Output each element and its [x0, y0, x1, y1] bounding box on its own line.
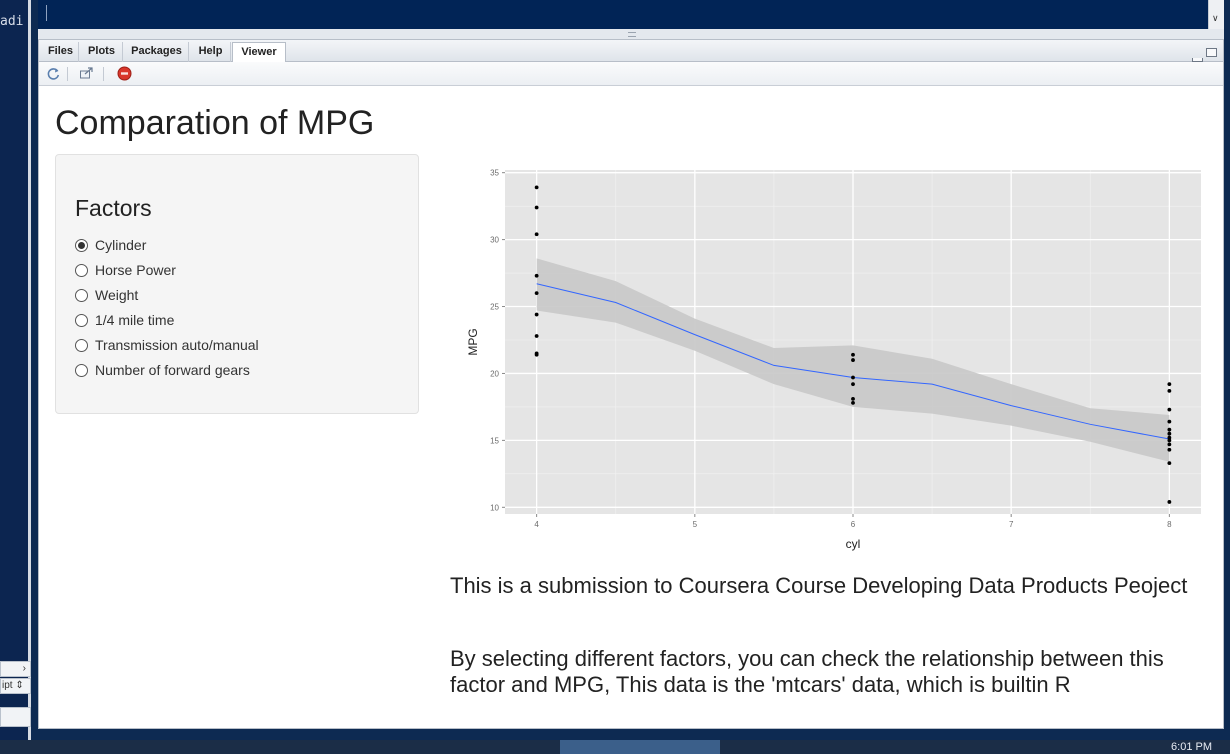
- pane-gutter: [28, 0, 31, 740]
- script-type-label: ipt: [2, 680, 13, 691]
- shiny-app: Comparation of MPG Factors Cylinder Hors…: [40, 86, 1222, 728]
- refresh-icon[interactable]: [46, 66, 61, 81]
- code-fragment: adi: [0, 14, 24, 29]
- radio-label: Horse Power: [95, 262, 176, 278]
- data-point: [1167, 461, 1172, 466]
- scroll-right-icon[interactable]: ›: [0, 661, 31, 677]
- y-tick-label: 10: [490, 503, 499, 512]
- maximize-icon[interactable]: [1206, 48, 1217, 57]
- data-point: [1167, 447, 1172, 452]
- radio-button[interactable]: [75, 289, 88, 302]
- x-axis-label: cyl: [846, 537, 861, 551]
- data-point: [534, 291, 539, 296]
- splitter-grip[interactable]: [628, 32, 636, 37]
- y-tick-label: 35: [490, 169, 499, 178]
- tab-plots[interactable]: Plots: [81, 42, 123, 62]
- data-point: [1167, 419, 1172, 424]
- data-point: [851, 396, 855, 401]
- tab-packages[interactable]: Packages: [125, 42, 189, 62]
- data-point: [1167, 442, 1172, 447]
- data-point: [851, 382, 855, 387]
- data-point: [1167, 382, 1172, 387]
- window-controls: [1189, 44, 1217, 62]
- windows-taskbar: 6:01 PM: [0, 740, 1230, 754]
- data-point: [534, 352, 539, 357]
- console-side-strip: adi: [0, 0, 31, 740]
- data-point: [534, 273, 539, 278]
- toolbar-separator: [67, 67, 68, 81]
- data-point: [1167, 435, 1172, 440]
- x-tick-label: 5: [693, 520, 698, 529]
- x-tick-label: 4: [534, 520, 539, 529]
- tab-files[interactable]: Files: [43, 42, 79, 62]
- mpg-plot: 4 5 6 7 8 10 15 20 25 30 35 cyl MPG: [466, 169, 1201, 551]
- pane-splitter[interactable]: [38, 29, 1224, 39]
- stop-icon[interactable]: [117, 66, 132, 81]
- y-axis-label: MPG: [466, 328, 480, 355]
- x-tick-label: 6: [851, 520, 856, 529]
- x-tick-label: 7: [1009, 520, 1014, 529]
- script-type-select[interactable]: ipt ⇕: [0, 678, 31, 694]
- data-point: [534, 205, 539, 210]
- radio-button[interactable]: [75, 264, 88, 277]
- factors-heading: Factors: [75, 195, 152, 221]
- chevron-down-icon[interactable]: ∨: [1212, 13, 1219, 23]
- radio-label: 1/4 mile time: [95, 312, 175, 328]
- popout-icon[interactable]: [79, 66, 94, 81]
- taskbar-clock: 6:01 PM: [1171, 741, 1212, 753]
- sidebar-panel: Factors Cylinder Horse Power Weight 1/4 …: [55, 154, 419, 414]
- data-point: [534, 232, 539, 237]
- pane-tabbar: Files Plots Packages Help Viewer: [39, 40, 1223, 63]
- data-point: [534, 312, 539, 317]
- toolbar-separator: [103, 67, 104, 81]
- data-point: [1167, 407, 1172, 412]
- radio-button[interactable]: [75, 364, 88, 377]
- y-tick-label: 15: [490, 436, 499, 445]
- description-paragraph: This is a submission to Coursera Course …: [450, 573, 1188, 598]
- y-tick-label: 20: [490, 369, 499, 378]
- data-point: [1167, 427, 1172, 432]
- taskbar-item-active[interactable]: [560, 740, 720, 754]
- x-tick-label: 8: [1167, 520, 1172, 529]
- data-point: [1167, 500, 1172, 504]
- data-point: [851, 352, 855, 357]
- radio-label: Cylinder: [95, 237, 147, 253]
- data-point: [1167, 388, 1172, 393]
- radio-label: Transmission auto/manual: [95, 337, 259, 353]
- data-point: [851, 401, 855, 405]
- data-points: [534, 185, 1172, 504]
- description-paragraph: By selecting different factors, you can …: [450, 646, 1164, 697]
- radio-label: Weight: [95, 287, 139, 303]
- tab-help[interactable]: Help: [191, 42, 231, 62]
- y-tick-label: 25: [490, 303, 499, 312]
- data-point: [1167, 431, 1172, 436]
- radio-label: Number of forward gears: [95, 362, 250, 378]
- data-point: [851, 375, 855, 380]
- viewer-pane: Files Plots Packages Help Viewer Compara…: [38, 39, 1224, 729]
- minimize-icon[interactable]: [1192, 58, 1203, 62]
- radio-button[interactable]: [75, 314, 88, 327]
- y-axis-ticks: 10 15 20 25 30 35: [490, 169, 505, 512]
- console-input[interactable]: [38, 0, 1208, 29]
- data-point: [851, 358, 855, 362]
- page-title: Comparation of MPG: [55, 104, 375, 142]
- pane-toggle-icon[interactable]: [0, 707, 31, 727]
- tab-viewer[interactable]: Viewer: [232, 42, 286, 63]
- radio-button[interactable]: [75, 239, 88, 252]
- data-point: [1167, 438, 1172, 443]
- viewer-toolbar: [39, 62, 1223, 86]
- text-cursor: [46, 5, 47, 21]
- x-axis-ticks: 4 5 6 7 8: [534, 514, 1172, 529]
- console-scrollbar[interactable]: ∨: [1208, 0, 1224, 29]
- data-point: [534, 334, 539, 338]
- y-tick-label: 30: [490, 236, 499, 245]
- data-point: [534, 185, 539, 190]
- radio-button[interactable]: [75, 339, 88, 352]
